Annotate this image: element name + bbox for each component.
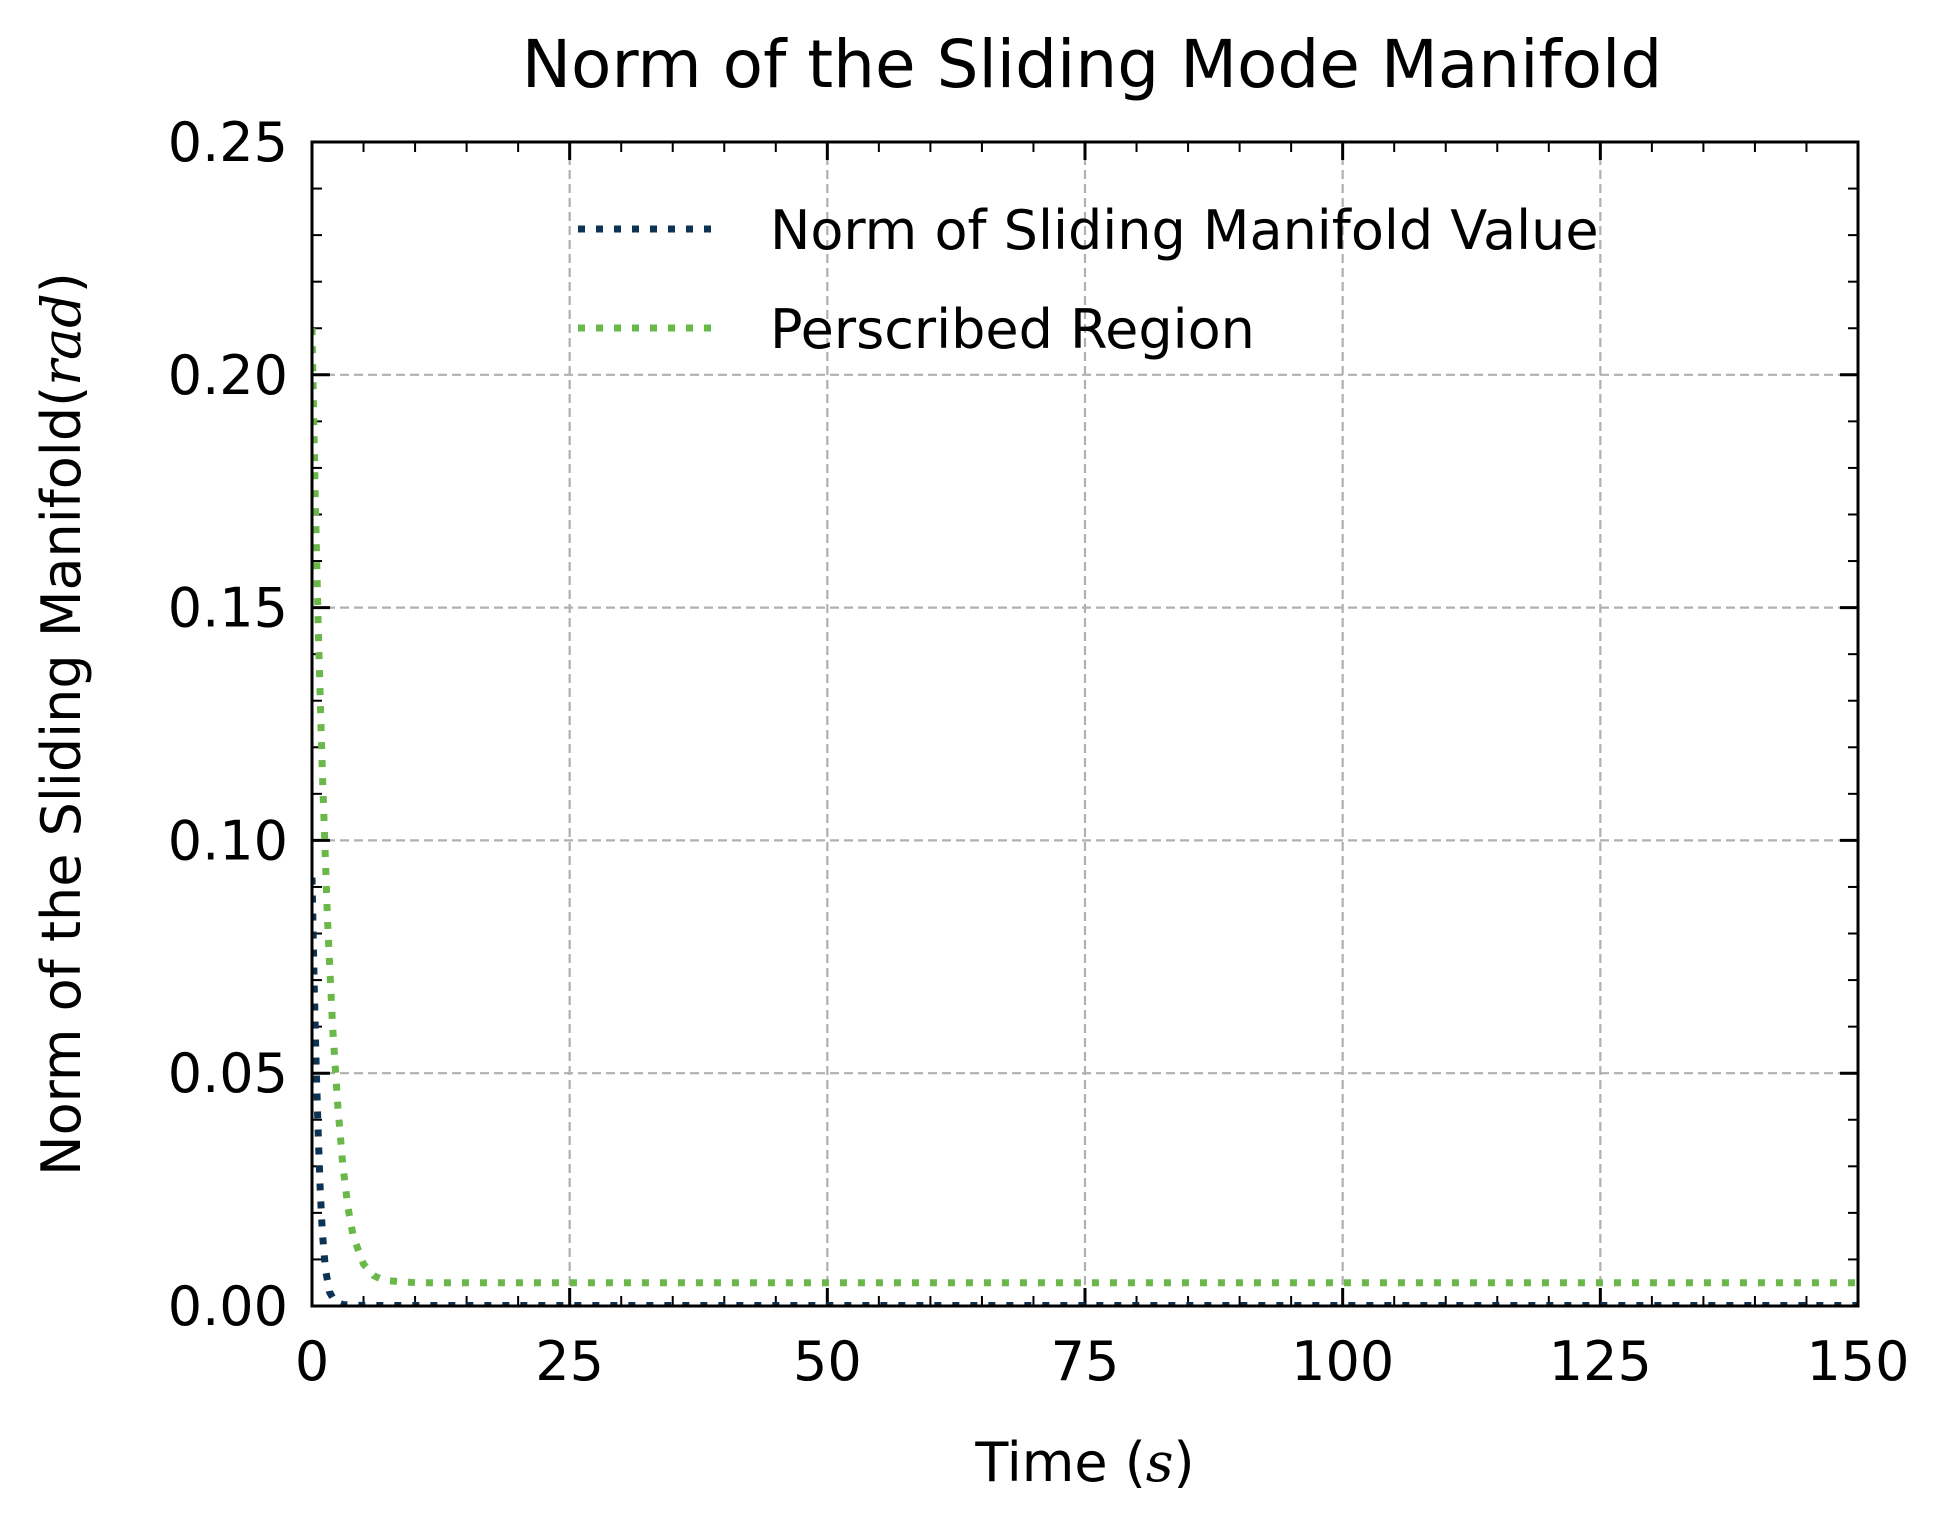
chart-title: Norm of the Sliding Mode Manifold (522, 26, 1663, 103)
x-tick-label: 100 (1291, 1330, 1394, 1393)
x-tick-labels: 0 25 50 75 100 125 150 (295, 1330, 1910, 1393)
y-axis-label-suffix: ) (30, 272, 93, 293)
y-tick-label: 0.00 (168, 1275, 288, 1338)
y-tick-label: 0.20 (168, 344, 288, 407)
x-tick-label: 50 (793, 1330, 862, 1393)
x-axis-label-suffix: ) (1174, 1431, 1195, 1494)
x-tick-label: 75 (1051, 1330, 1120, 1393)
y-axis-label-math: rad (30, 293, 93, 386)
legend-label-manifold: Norm of Sliding Manifold Value (770, 199, 1599, 262)
y-tick-label: 0.05 (168, 1042, 288, 1105)
series-line-1 (312, 328, 1858, 1287)
y-tick-label: 0.25 (168, 111, 288, 174)
grid (312, 142, 1858, 1306)
legend-label-region: Perscribed Region (770, 298, 1255, 361)
x-axis-label-prefix: Time ( (974, 1431, 1145, 1494)
x-tick-label: 125 (1549, 1330, 1652, 1393)
x-tick-label: 150 (1806, 1330, 1909, 1393)
y-tick-label: 0.10 (168, 809, 288, 872)
plot-frame (310, 140, 1860, 1308)
x-tick-label: 0 (295, 1330, 329, 1393)
y-tick-labels: 0.00 0.05 0.10 0.15 0.20 0.25 (168, 111, 288, 1338)
series-layer (312, 328, 1858, 1306)
y-axis-label: Norm of the Sliding Manifold(rad) (30, 272, 93, 1176)
y-axis-label-prefix: Norm of the Sliding Manifold( (30, 386, 93, 1176)
y-tick-label: 0.15 (168, 577, 288, 640)
x-axis-label-math: s (1146, 1431, 1174, 1494)
legend: Norm of Sliding Manifold Value Perscribe… (578, 199, 1599, 361)
x-axis-label: Time (s) (974, 1431, 1194, 1494)
x-tick-label: 25 (535, 1330, 604, 1393)
